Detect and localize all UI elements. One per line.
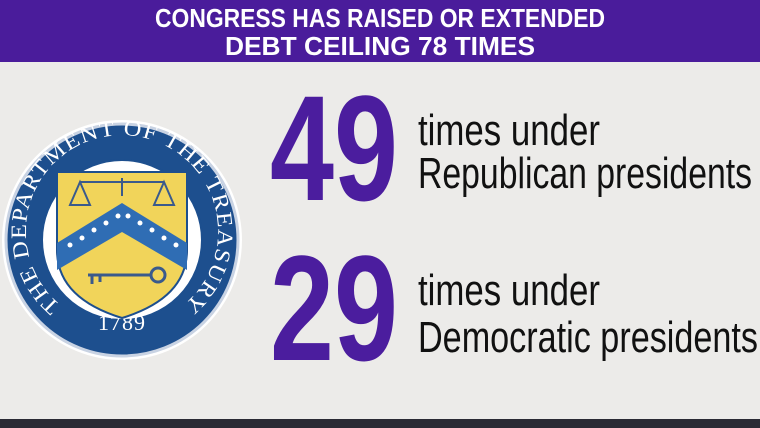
header-bar — [0, 0, 760, 62]
bottom-strip — [0, 419, 760, 428]
key — [88, 266, 167, 284]
stars — [67, 213, 179, 248]
stat-number: 49 — [270, 64, 398, 232]
scales — [68, 178, 176, 206]
header-title: DEBT CEILING 78 TIMES — [225, 31, 535, 61]
stat-label: times under — [418, 106, 600, 155]
treasury-seal: THE DEPARTMENT OF THE TREASURY 1789 — [2, 115, 242, 360]
stat-number: 29 — [270, 224, 398, 392]
header-title: CONGRESS HAS RAISED OR EXTENDED — [155, 3, 605, 33]
stat-label: Republican presidents — [418, 149, 752, 198]
stat-label: Democratic presidents — [418, 313, 758, 362]
stat-label: times under — [418, 266, 600, 315]
